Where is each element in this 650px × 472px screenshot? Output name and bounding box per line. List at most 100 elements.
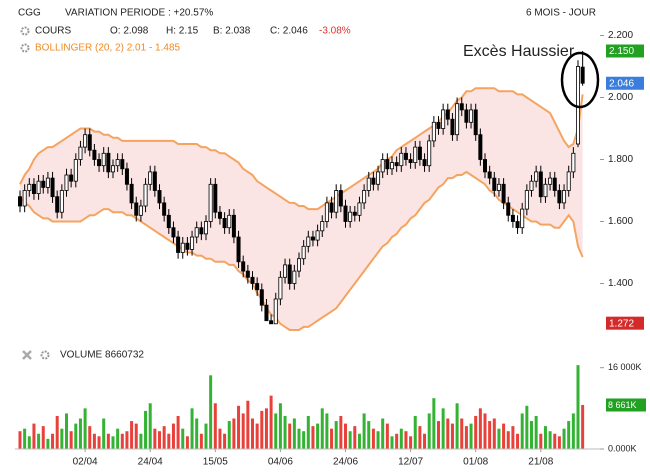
price-marker-label: 2.046 <box>609 78 634 89</box>
volume-bar <box>357 433 361 449</box>
candle-body <box>124 168 129 185</box>
volume-bar <box>553 433 557 449</box>
volume-bar <box>51 433 55 449</box>
volume-bar <box>404 431 408 449</box>
price-marker <box>606 76 644 90</box>
bollinger-band <box>20 88 583 330</box>
candle-body <box>278 276 283 300</box>
candle-body <box>120 159 125 170</box>
candle-body <box>464 109 469 123</box>
legend-close: C: 2.046 <box>270 26 308 37</box>
volume-bar <box>395 433 399 449</box>
candle-body <box>73 159 78 182</box>
candle-body <box>436 121 441 129</box>
legend-bollinger: BOLLINGER (20, 2) 2.01 - 1.485 <box>35 43 181 54</box>
x-tick-label: 02/04 <box>73 457 98 468</box>
volume-bar <box>65 413 68 449</box>
volume-bar <box>362 413 366 449</box>
volume-bar <box>134 423 138 449</box>
candle-body <box>557 190 562 204</box>
candle-body <box>227 214 232 229</box>
candle-body <box>534 171 539 182</box>
volume-bar <box>116 428 120 449</box>
volume-bar <box>195 418 199 449</box>
volume-bar <box>539 433 543 449</box>
candle-body <box>92 149 97 160</box>
volume-bar <box>502 423 506 449</box>
y-tick-label: 1.600 <box>608 216 633 227</box>
volume-bar <box>213 403 217 449</box>
candle-body <box>580 66 585 84</box>
candle-body <box>576 66 581 145</box>
candle-body <box>487 171 492 179</box>
x-tick-label: 24/06 <box>333 457 358 468</box>
candle-body <box>496 183 501 191</box>
volume-bar <box>413 415 417 449</box>
candle-body <box>566 171 571 191</box>
candle-body <box>357 202 362 216</box>
volume-bar <box>390 436 394 449</box>
volume-bar <box>427 413 431 449</box>
ticker: CGG <box>18 8 41 19</box>
candle-body <box>101 152 106 167</box>
candle-body <box>524 190 529 210</box>
volume-bar <box>83 408 87 449</box>
candle-body <box>36 180 41 194</box>
close-icon[interactable] <box>22 350 32 360</box>
volume-bar <box>88 426 92 449</box>
volume-bar <box>530 421 533 449</box>
candle-body <box>69 174 74 182</box>
volume-bar <box>464 426 468 449</box>
candle-body <box>59 190 64 213</box>
candle-body <box>190 236 195 250</box>
volume-bar <box>548 431 552 449</box>
volume-bar <box>27 436 31 449</box>
volume-bar <box>339 415 343 449</box>
gear-icon[interactable] <box>40 350 50 360</box>
volume-bar <box>460 418 464 449</box>
candle-body <box>217 211 222 219</box>
candle-body <box>41 180 46 188</box>
volume-bar <box>376 431 380 449</box>
candle-body <box>469 109 474 123</box>
volume-bar <box>446 418 450 449</box>
candle-body <box>548 177 553 185</box>
candle-body <box>315 230 320 241</box>
volume-bar <box>344 423 347 449</box>
candle-body <box>236 236 241 263</box>
plot: 02/04 24/04 15/05 04/06 24/06 12/07 01/08 21/08… <box>15 30 646 468</box>
volume-bar <box>185 436 189 449</box>
candle-body <box>111 165 116 173</box>
candle-body <box>348 211 353 222</box>
candle-body <box>324 202 329 222</box>
volume-bar <box>18 431 22 449</box>
legend-volume: VOLUME 8660732 <box>60 350 144 361</box>
candle-body <box>45 177 50 188</box>
candle-body <box>115 159 120 167</box>
volume-bar <box>32 423 36 449</box>
candle-body <box>450 118 455 136</box>
candle-body <box>562 190 567 204</box>
volume-bar <box>23 428 27 449</box>
volume-bar <box>288 423 292 449</box>
candle-body <box>106 152 111 173</box>
candle-body <box>222 217 227 229</box>
candle-body <box>543 183 548 198</box>
candle-body <box>129 183 134 204</box>
candle-body <box>510 214 515 222</box>
gear-icon[interactable] <box>20 43 30 53</box>
candle-body <box>431 121 436 142</box>
candle-body <box>482 159 487 173</box>
volume-bar <box>69 431 73 449</box>
volume-bar <box>74 423 78 449</box>
volume-bar <box>264 408 268 449</box>
volume-bar <box>46 438 50 449</box>
candle-body <box>478 134 483 160</box>
candle-body <box>366 177 371 191</box>
volume-bar <box>130 421 134 449</box>
candle-body <box>134 202 139 216</box>
volume-bar <box>297 428 301 449</box>
gear-icon[interactable] <box>20 26 30 36</box>
volume-bar <box>497 428 501 449</box>
volume-bar <box>450 423 454 449</box>
